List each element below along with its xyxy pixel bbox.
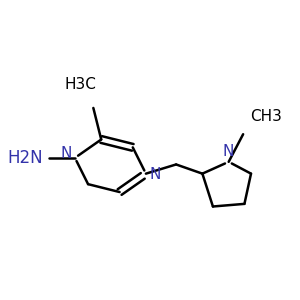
Text: H3C: H3C	[64, 77, 96, 92]
Text: N: N	[61, 146, 72, 161]
Text: H2N: H2N	[8, 149, 43, 167]
Text: CH3: CH3	[250, 109, 282, 124]
Text: N: N	[150, 167, 161, 182]
Text: N: N	[223, 144, 234, 159]
